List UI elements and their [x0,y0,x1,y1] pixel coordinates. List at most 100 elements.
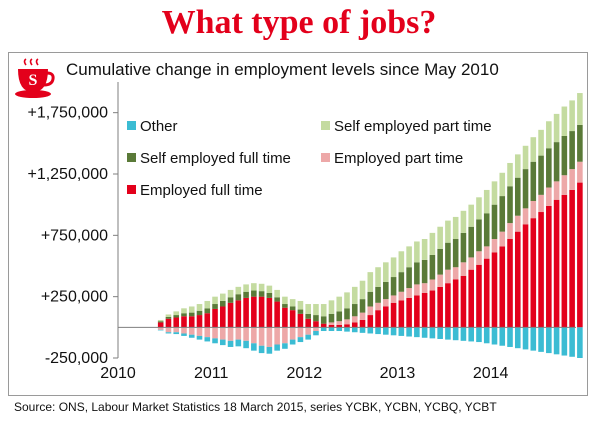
bar-segment [181,316,187,328]
bar-segment [235,339,242,347]
bar-segment [204,300,211,309]
bar-segment [452,279,459,328]
bar-segment [328,300,335,314]
bar-segment [227,302,234,328]
bar-segment [165,314,172,317]
chart-frame [8,52,588,396]
bar-segment [476,264,482,328]
bar-segment [344,292,350,309]
bar-segment [546,187,552,206]
bar-segment [553,142,560,182]
bar-segment [522,208,529,225]
bar-segment [514,327,521,349]
bar-segment [522,169,529,209]
bar-segment [351,322,358,328]
bar-segment [227,297,234,303]
bar-segment [181,333,187,336]
bar-segment [375,267,381,287]
bar-segment [483,213,490,247]
bar-segment [305,313,311,319]
x-tick-label: 2011 [194,365,229,382]
bar-segment [258,283,265,292]
bar-segment [414,327,420,338]
bar-segment [204,308,211,314]
bar-segment [196,315,203,328]
bar-segment [165,327,172,333]
bar-segment [367,327,374,334]
bar-segment [398,300,405,328]
bar-segment [251,296,257,328]
bar-segment [359,312,366,320]
bar-segment [476,251,482,265]
bar-segment [522,327,529,350]
bar-segment [305,334,311,340]
bar-segment [336,324,343,328]
bar-segment [452,327,459,341]
bar-segment [243,327,249,341]
bar-segment [351,316,358,323]
bar-segment [351,304,358,317]
bar-segment [258,291,265,297]
bar-segment [530,218,537,328]
bar-segment [359,327,366,333]
y-tick-label: +750,000 [41,227,108,244]
bar-segment [530,161,537,201]
bar-segment [227,289,234,298]
bar-segment [406,267,412,289]
bar-segment [320,327,327,332]
bar-segment [390,257,397,278]
bar-segment [507,186,513,224]
bar-segment [421,239,428,260]
bar-segment [421,259,428,284]
bar-segment [251,327,257,344]
bar-segment [429,290,436,328]
bar-segment [468,204,474,227]
bar-segment [468,327,474,342]
bar-segment [452,239,459,268]
bar-segment [553,327,560,355]
y-tick-labels: -250,000 +250,000 +750,000 +1,250,000 +1,750… [27,105,118,367]
bar-segment [406,246,412,268]
bar-segment [561,106,568,136]
bar-segment [297,313,304,328]
bar-segment [530,200,537,219]
legend-swatch [321,153,330,162]
bar-segment [344,308,350,320]
legend-label: Self employed full time [140,150,291,167]
bar-segment [522,224,529,328]
bar-segment [266,327,273,347]
bar-segment [460,262,467,276]
bar-segment [491,204,498,240]
bar-segment [390,327,397,336]
bar-segment [421,327,428,338]
bar-segment [313,321,319,328]
bar-segment [437,226,443,249]
bar-segment [445,269,451,284]
bar-segment [390,277,397,296]
bar-segment [212,308,218,328]
bar-segment [204,313,211,328]
bar-segment [367,315,374,328]
bar-segment [188,316,195,328]
bar-segment [220,293,226,301]
bar-segment [452,267,459,280]
legend-swatch [127,185,136,194]
bar-segment [320,323,327,328]
bar-segment [561,175,568,195]
bar-segment [445,242,451,270]
bar-segment [243,291,249,298]
bar-segment [538,129,544,156]
bar-segment [483,189,490,214]
bar-segment [429,232,436,255]
bar-segment [546,327,552,354]
bar-segment [336,311,343,322]
bar-segment [514,154,521,178]
bar-segment [514,231,521,328]
bar-segment [235,327,242,340]
bar-segment [483,258,490,328]
bar-segment [220,327,226,340]
bar-segment [328,327,335,332]
y-tick-label: +1,250,000 [27,166,108,183]
bar-segment [258,327,265,346]
bar-segment [289,310,296,328]
